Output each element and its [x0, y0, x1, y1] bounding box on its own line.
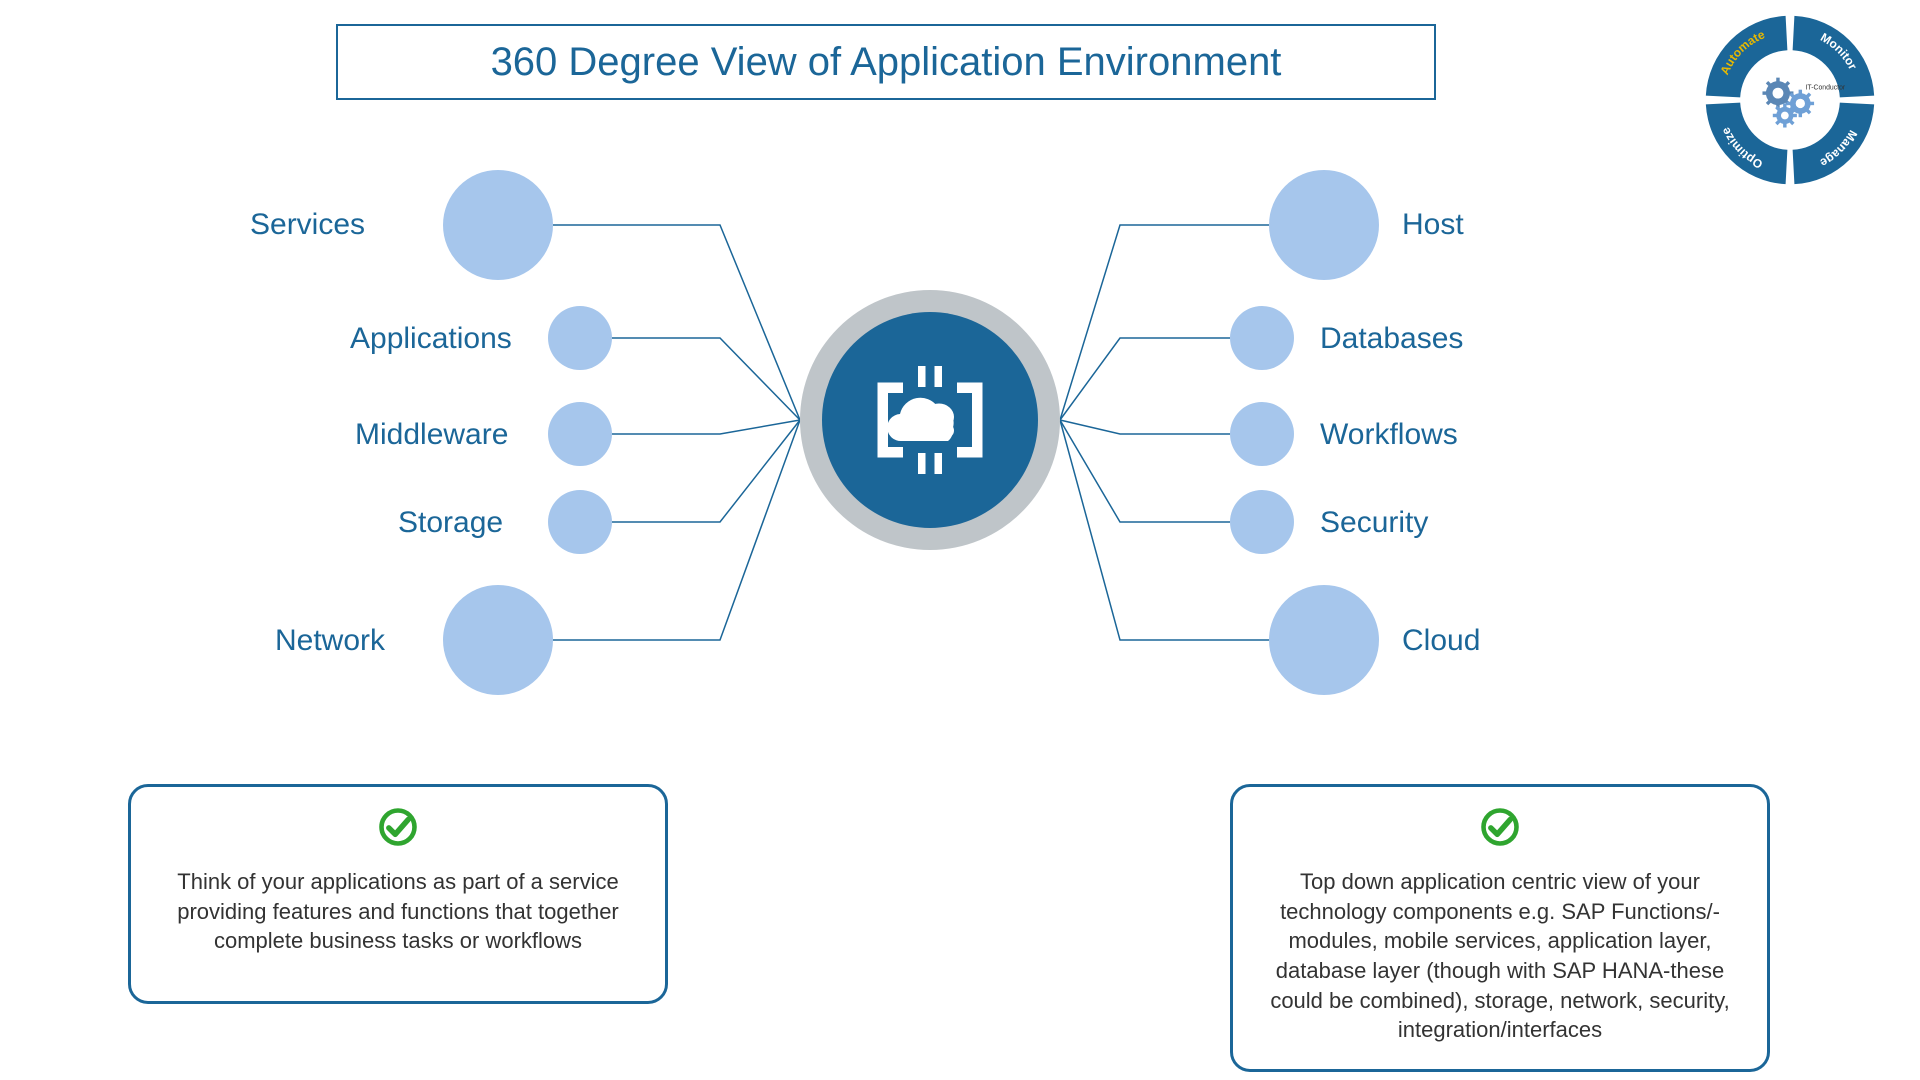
- node-label-host: Host: [1402, 208, 1464, 242]
- node-services: [443, 170, 553, 280]
- node-databases: [1230, 306, 1294, 370]
- node-label-network: Network: [275, 624, 385, 658]
- node-workflows: [1230, 402, 1294, 466]
- cloud-infra-icon: [855, 345, 1005, 495]
- node-host: [1269, 170, 1379, 280]
- check-icon: [376, 805, 420, 849]
- right-callout: Top down application centric view of you…: [1230, 784, 1770, 1072]
- left-callout-text: Think of your applications as part of a …: [159, 867, 637, 956]
- left-callout: Think of your applications as part of a …: [128, 784, 668, 1004]
- svg-text:IT-Conductor: IT-Conductor: [1805, 85, 1845, 92]
- right-callout-text: Top down application centric view of you…: [1261, 867, 1739, 1045]
- node-label-databases: Databases: [1320, 322, 1463, 356]
- center-hub: [822, 312, 1038, 528]
- node-label-workflows: Workflows: [1320, 418, 1458, 452]
- check-icon: [1478, 805, 1522, 849]
- node-cloud: [1269, 585, 1379, 695]
- node-network: [443, 585, 553, 695]
- page-title-box: 360 Degree View of Application Environme…: [336, 24, 1436, 100]
- brand-logo: MonitorManageOptimizeAutomateIT-Conducto…: [1704, 14, 1876, 186]
- node-label-security: Security: [1320, 506, 1428, 540]
- node-label-cloud: Cloud: [1402, 624, 1480, 658]
- node-security: [1230, 490, 1294, 554]
- diagram-stage: 360 Degree View of Application Environme…: [0, 0, 1920, 1080]
- node-label-services: Services: [250, 208, 365, 242]
- node-storage: [548, 490, 612, 554]
- node-middleware: [548, 402, 612, 466]
- node-label-middleware: Middleware: [355, 418, 508, 452]
- node-label-applications: Applications: [350, 322, 512, 356]
- page-title: 360 Degree View of Application Environme…: [491, 40, 1282, 85]
- node-applications: [548, 306, 612, 370]
- node-label-storage: Storage: [398, 506, 503, 540]
